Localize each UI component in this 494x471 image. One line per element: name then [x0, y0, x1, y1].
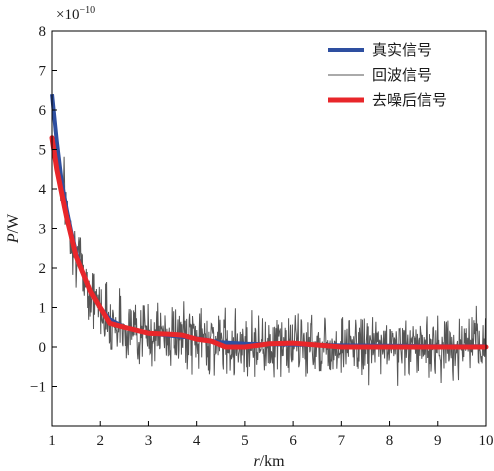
- x-tick-label: 8: [386, 433, 394, 449]
- series-true-signal: [52, 94, 486, 346]
- legend: 真实信号 回波信号 去噪后信号: [328, 41, 447, 109]
- series-denoised-signal: [52, 138, 486, 347]
- y-tick-label: −1: [30, 380, 46, 396]
- y-tick-label: 7: [39, 64, 47, 80]
- series-layer: [52, 94, 486, 386]
- x-tick-label: 4: [193, 433, 201, 449]
- x-tick-label: 1: [48, 433, 56, 449]
- y-tick-label: 1: [39, 301, 47, 317]
- y-axis-label: P/W: [5, 213, 22, 244]
- scale-note: ×10−10: [56, 5, 95, 23]
- x-tick-label: 7: [338, 433, 346, 449]
- legend-label-denoised-signal: 去噪后信号: [372, 91, 447, 109]
- y-tick-label: 8: [39, 24, 47, 40]
- x-tick-label: 2: [96, 433, 104, 449]
- legend-label-echo-signal: 回波信号: [372, 66, 432, 84]
- y-tick-label: 2: [39, 261, 47, 277]
- legend-label-true-signal: 真实信号: [372, 41, 432, 59]
- x-tick-label: 3: [145, 433, 153, 449]
- x-tick-label: 10: [479, 433, 494, 449]
- y-tick-label: 6: [39, 103, 47, 119]
- x-axis-label: r/km: [253, 453, 285, 470]
- x-tick-label: 5: [241, 433, 249, 449]
- ticks-layer: 1 2 3 4 5 6 7 8 9 10 −1 0 1 2 3 4 5 6 7 8: [30, 24, 493, 449]
- y-tick-label: 4: [39, 182, 47, 198]
- x-tick-label: 9: [434, 433, 442, 449]
- y-tick-label: 3: [39, 222, 47, 238]
- x-tick-label: 6: [289, 433, 297, 449]
- y-tick-label: 5: [39, 143, 47, 159]
- y-tick-label: 0: [39, 340, 47, 356]
